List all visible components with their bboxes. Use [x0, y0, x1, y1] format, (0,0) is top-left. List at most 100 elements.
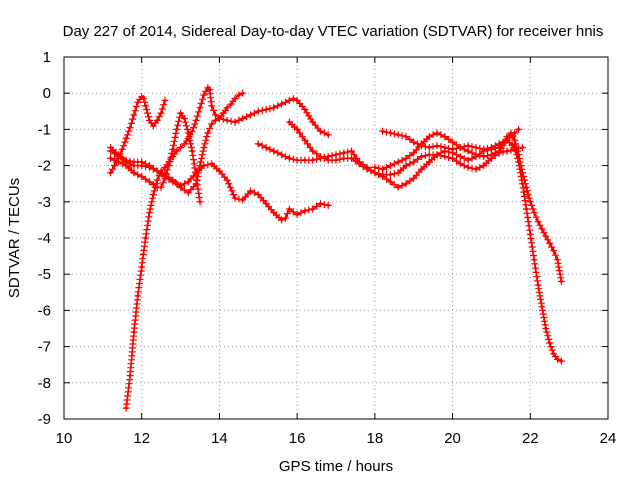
data-point	[318, 155, 322, 159]
data-point	[303, 209, 307, 213]
data-point	[482, 155, 486, 159]
data-point	[443, 149, 447, 153]
data-point	[221, 111, 225, 115]
data-point	[198, 106, 202, 110]
data-point	[272, 211, 276, 215]
data-point	[555, 357, 559, 361]
data-point	[241, 117, 245, 121]
data-point	[249, 189, 253, 193]
data-point	[517, 127, 521, 131]
data-point	[159, 111, 163, 115]
data-point	[202, 164, 206, 168]
data-point	[291, 97, 295, 101]
data-point	[124, 136, 128, 140]
x-tick-label: 18	[367, 430, 384, 447]
data-point	[295, 212, 299, 216]
data-point	[509, 131, 513, 135]
data-point	[489, 146, 493, 149]
data-point	[334, 158, 338, 162]
data-point	[155, 169, 159, 173]
x-tick-labels: 10 12 14 16 18 20 22 24	[56, 430, 617, 447]
data-point	[186, 131, 190, 135]
data-point	[443, 155, 447, 159]
data-point	[287, 156, 291, 160]
x-tick-label: 22	[522, 430, 539, 447]
data-point	[559, 359, 563, 363]
data-point	[140, 174, 144, 178]
data-point	[163, 174, 167, 178]
data-point	[225, 106, 229, 110]
data-point	[427, 146, 431, 149]
series-arc-9	[371, 129, 565, 285]
data-point	[513, 138, 517, 142]
data-point	[256, 193, 260, 197]
data-point	[287, 207, 291, 211]
data-point	[489, 153, 493, 157]
data-point	[388, 164, 392, 168]
data-point	[365, 167, 369, 171]
data-point	[311, 149, 315, 153]
grid	[64, 57, 608, 419]
data-point	[311, 120, 315, 124]
data-point	[396, 171, 400, 175]
data-point	[120, 147, 124, 151]
data-point	[217, 169, 221, 173]
data-point	[132, 171, 136, 175]
data-point	[124, 160, 128, 164]
data-point	[190, 149, 194, 153]
x-tick-label: 12	[133, 430, 150, 447]
data-point	[404, 164, 408, 168]
data-point	[501, 144, 505, 148]
series-arc-2	[107, 93, 169, 177]
data-point	[151, 193, 155, 197]
data-point	[524, 185, 528, 189]
data-point	[342, 151, 346, 155]
data-point	[458, 155, 462, 159]
data-point	[163, 165, 167, 169]
data-point	[404, 156, 408, 160]
data-point	[318, 129, 322, 133]
y-tick-label: -1	[38, 121, 51, 138]
data-point	[555, 258, 559, 262]
data-point	[283, 216, 287, 220]
data-point	[497, 142, 501, 146]
data-point	[443, 135, 447, 139]
data-point	[109, 171, 113, 175]
data-point	[109, 156, 113, 160]
y-tick-label: -2	[38, 158, 51, 175]
data-point	[350, 156, 354, 160]
data-point	[155, 118, 159, 122]
data-point	[182, 142, 186, 146]
data-point	[396, 185, 400, 189]
data-point	[528, 232, 532, 236]
data-point	[155, 185, 159, 189]
data-point	[136, 100, 140, 104]
data-point	[179, 111, 183, 115]
y-tick-label: -8	[38, 375, 51, 392]
data-point	[513, 131, 517, 135]
y-tick-label: -3	[38, 194, 51, 211]
data-point	[544, 234, 548, 238]
data-point	[264, 146, 268, 149]
data-point	[303, 138, 307, 142]
data-point	[280, 218, 284, 222]
data-point	[194, 118, 198, 122]
data-point	[326, 203, 330, 207]
data-point	[505, 135, 509, 139]
data-point	[210, 104, 214, 108]
data-series	[107, 84, 565, 412]
data-point	[237, 93, 241, 97]
data-point	[206, 86, 210, 90]
series-arc-5	[107, 144, 332, 224]
data-point	[179, 184, 183, 188]
data-point	[175, 149, 179, 153]
data-point	[303, 107, 307, 111]
data-point	[210, 162, 214, 166]
data-point	[132, 160, 136, 164]
y-tick-label: 0	[43, 85, 51, 102]
data-point	[536, 220, 540, 224]
data-point	[381, 129, 385, 133]
data-point	[163, 98, 167, 102]
data-point	[124, 164, 128, 168]
data-point	[225, 178, 229, 182]
